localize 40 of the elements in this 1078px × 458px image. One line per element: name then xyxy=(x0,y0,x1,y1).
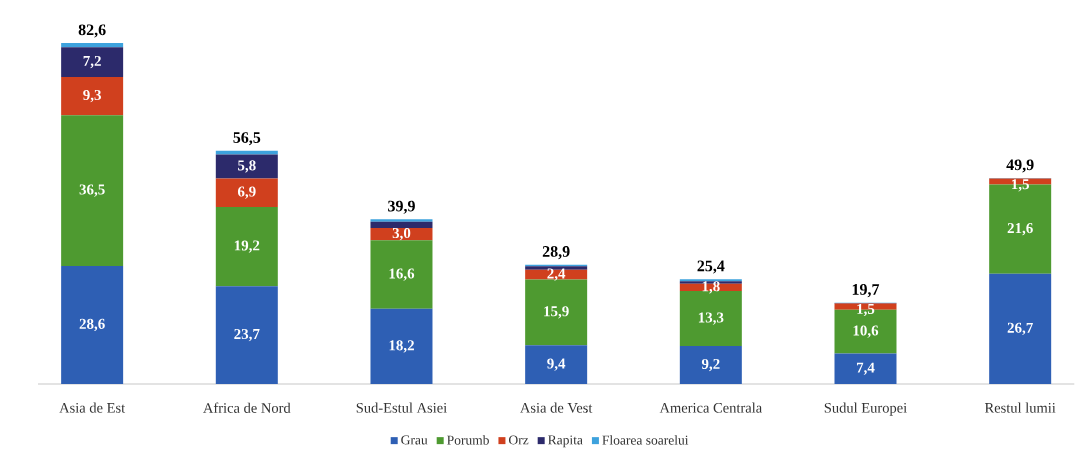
data-label: 2,4 xyxy=(547,268,566,281)
data-label: 19,2 xyxy=(234,240,260,253)
x-tick-label: Sud-Estul Asiei xyxy=(356,402,447,413)
data-label: 21,6 xyxy=(1007,223,1033,236)
legend-label: Porumb xyxy=(447,435,489,445)
legend-label: Rapita xyxy=(548,435,583,448)
legend-label: Grau xyxy=(401,435,428,445)
legend-label: Floarea soarelui xyxy=(602,435,689,445)
data-label: 6,9 xyxy=(237,186,256,199)
data-label: 16,6 xyxy=(389,268,415,281)
data-label: 9,4 xyxy=(547,358,566,371)
total-label: 28,9 xyxy=(542,246,570,260)
x-tick-label: Restul lumii xyxy=(984,402,1056,413)
x-tick-label: Sudul Europei xyxy=(824,402,907,416)
data-label: 36,5 xyxy=(79,184,105,197)
data-label: 9,2 xyxy=(701,358,720,372)
data-label: 23,7 xyxy=(234,328,260,342)
data-label: 28,6 xyxy=(79,318,105,332)
data-label: 13,3 xyxy=(698,312,724,325)
total-label: 82,6 xyxy=(78,24,106,38)
data-label: 18,2 xyxy=(389,340,414,353)
data-label: 9,3 xyxy=(83,89,101,103)
x-tick-label: Africa de Nord xyxy=(203,402,291,413)
x-tick-label: America Centrala xyxy=(659,402,762,413)
data-label: 10,6 xyxy=(853,325,879,338)
data-label: 1,8 xyxy=(702,281,720,294)
data-label: 7,2 xyxy=(83,55,101,69)
data-label: 7,4 xyxy=(856,362,875,375)
total-label: 56,5 xyxy=(233,132,261,146)
total-label: 39,9 xyxy=(388,200,415,214)
x-tick-label: Asia de Vest xyxy=(520,402,593,413)
total-label: 25,4 xyxy=(697,260,725,274)
total-label: 19,7 xyxy=(852,284,880,298)
data-label: 5,8 xyxy=(238,160,256,173)
total-label: 49,9 xyxy=(1006,159,1034,173)
data-label: 3,0 xyxy=(392,228,411,241)
x-tick-label: Asia de Est xyxy=(59,402,126,413)
data-label: 26,7 xyxy=(1007,322,1033,336)
legend-label: Orz xyxy=(508,435,529,445)
data-label: 15,9 xyxy=(544,306,569,319)
